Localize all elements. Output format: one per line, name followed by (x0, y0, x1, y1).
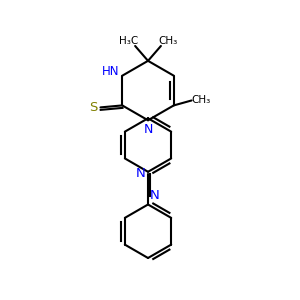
Text: CH₃: CH₃ (158, 36, 178, 46)
Text: N: N (136, 167, 146, 180)
Text: H₃C: H₃C (118, 36, 138, 46)
Text: N: N (143, 123, 153, 136)
Text: N: N (150, 189, 160, 202)
Text: HN: HN (102, 65, 119, 78)
Text: CH₃: CH₃ (192, 95, 211, 106)
Text: S: S (89, 101, 98, 114)
